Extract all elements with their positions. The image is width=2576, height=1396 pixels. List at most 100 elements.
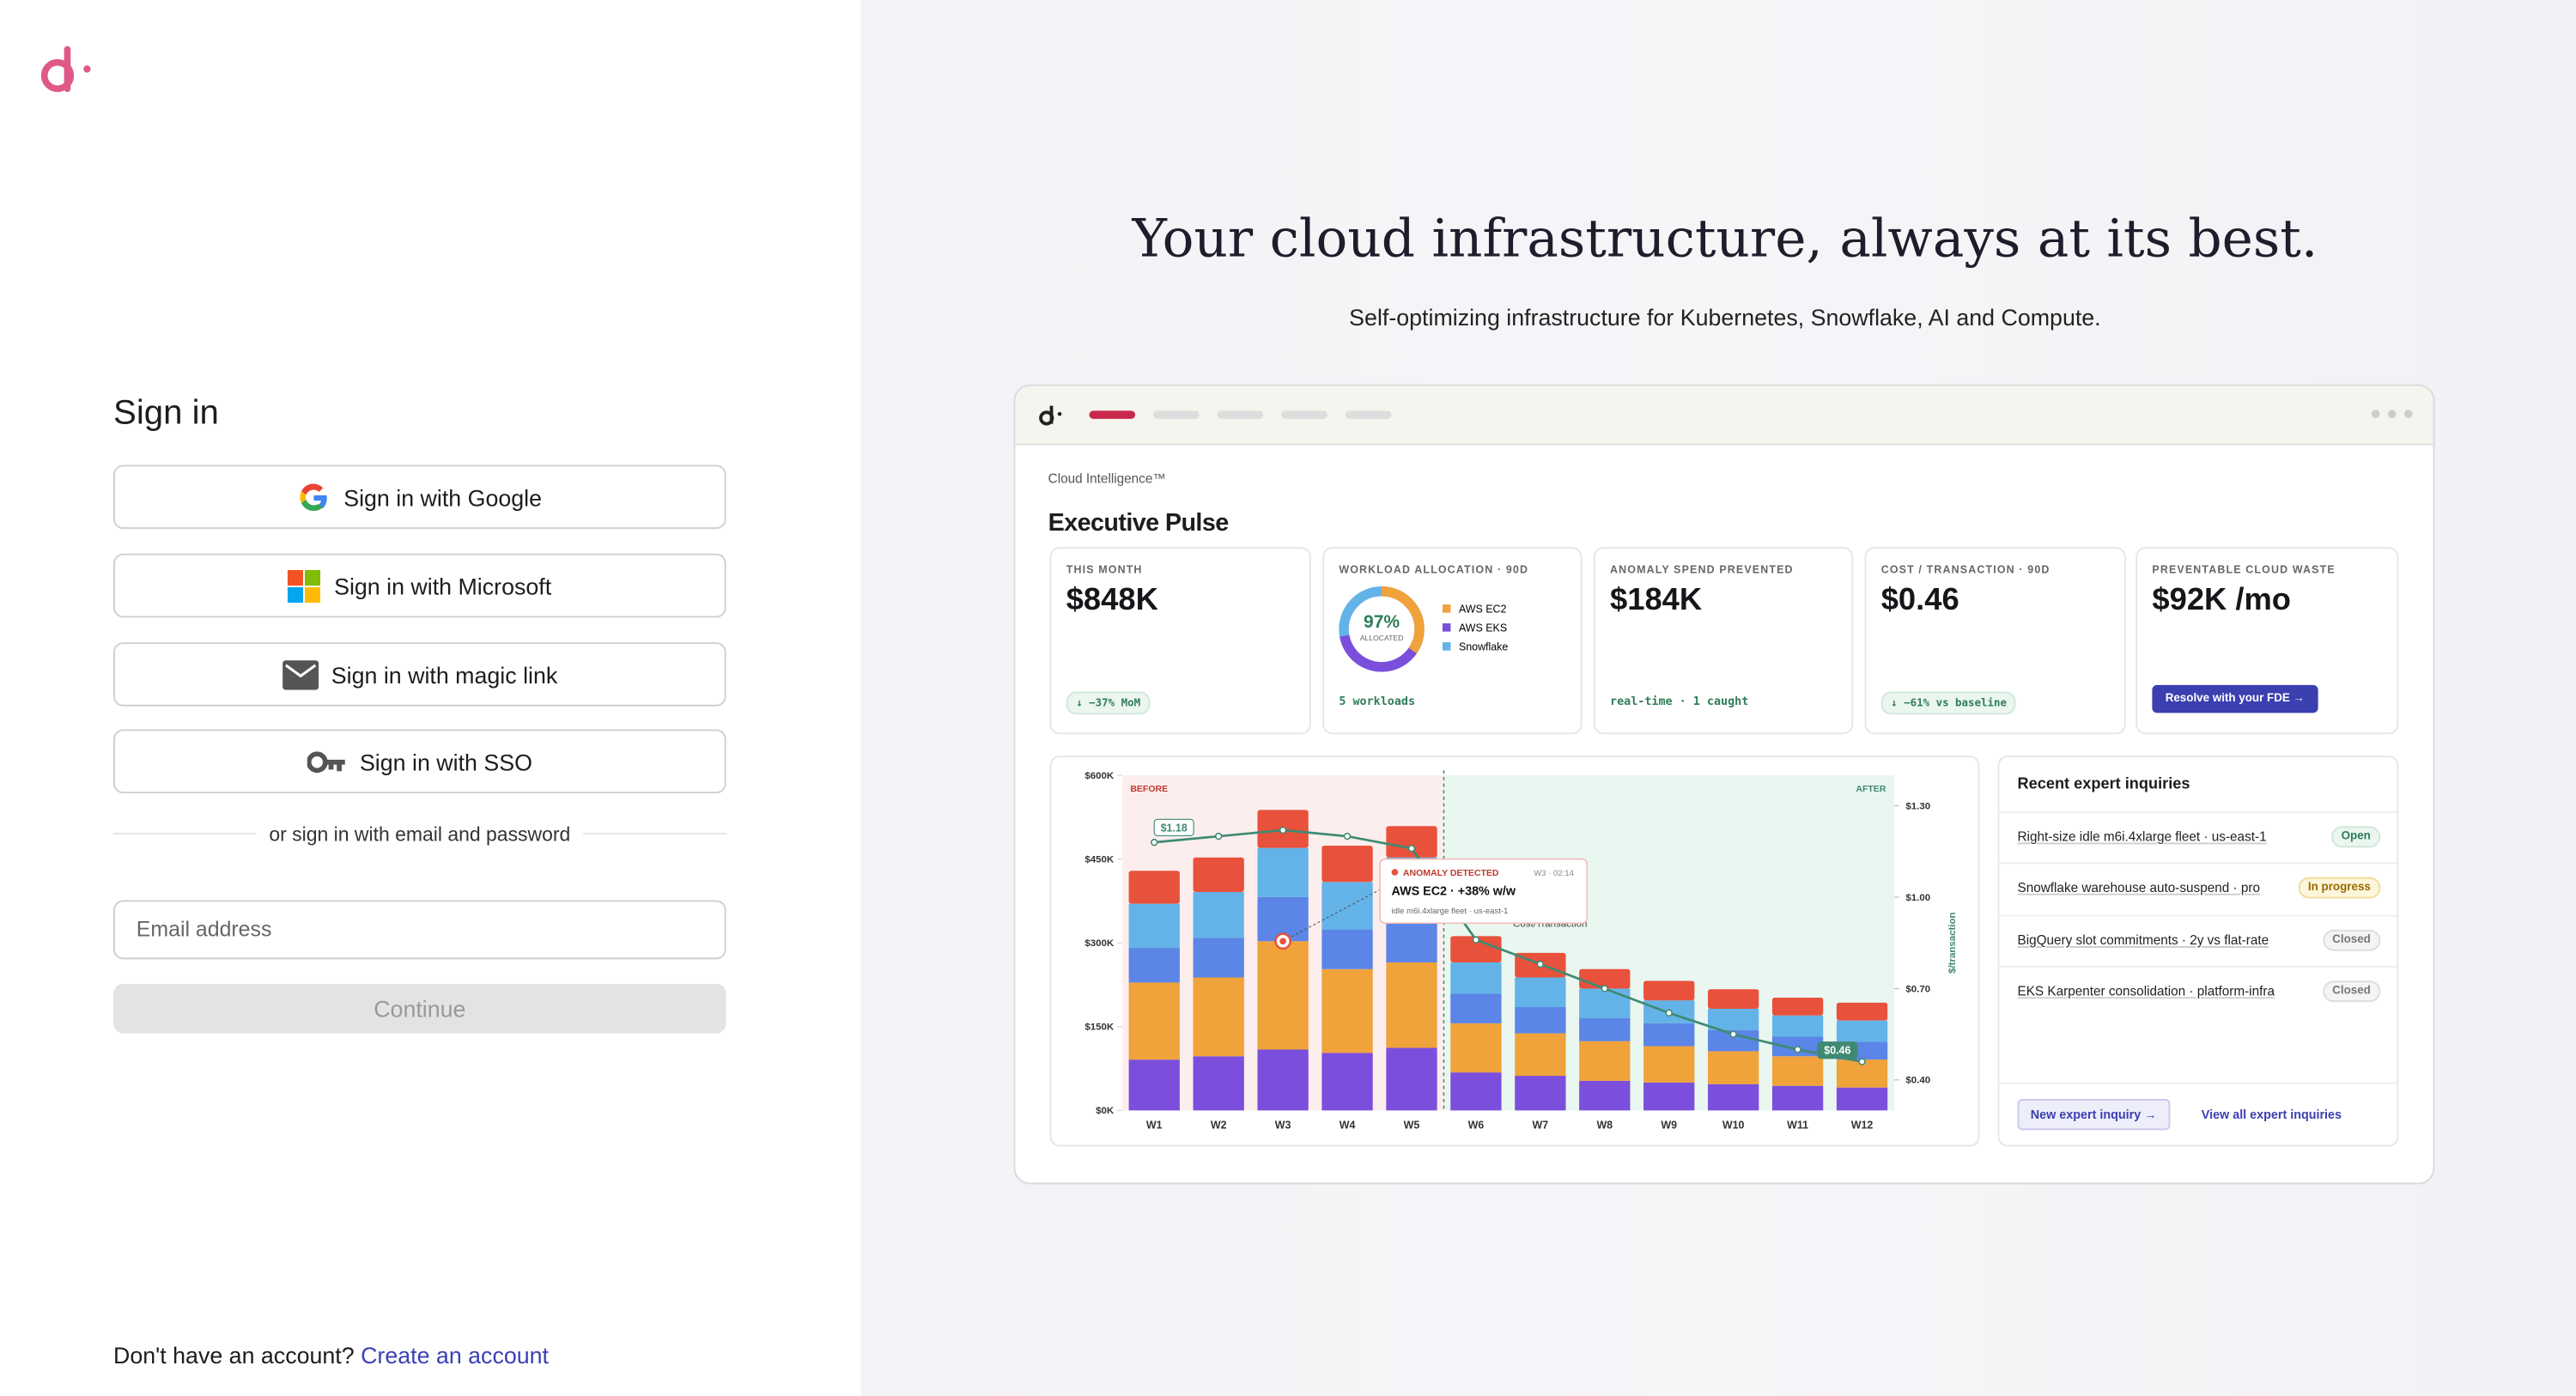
microsoft-button[interactable]: Sign in with Microsoft	[113, 553, 726, 618]
card-value: $92K /mo	[2152, 583, 2292, 618]
bar-segment	[1257, 1049, 1309, 1111]
active-tab	[1089, 410, 1136, 419]
card-label: COST / TRANSACTION · 90D	[1880, 565, 2050, 577]
tab	[1217, 410, 1264, 419]
continue-button[interactable]: Continue	[113, 984, 726, 1034]
button-label: Sign in with Google	[343, 483, 543, 511]
bar-segment	[1321, 846, 1373, 883]
magic-link-button[interactable]: Sign in with magic link	[113, 642, 726, 707]
y-tick-label: $600K	[1084, 771, 1115, 781]
card-value: $0.46	[1880, 583, 1959, 618]
view-all-link[interactable]: View all expert inquiries	[2201, 1107, 2342, 1122]
card-label: THIS MONTH	[1066, 565, 1143, 577]
bar-segment	[1643, 980, 1695, 1001]
bar-segment	[1579, 1041, 1631, 1081]
mail-icon	[282, 659, 319, 689]
bar-segment	[1450, 936, 1502, 962]
y2-tick-label: $1.00	[1905, 893, 1930, 903]
card-label: WORKLOAD ALLOCATION · 90D	[1339, 565, 1529, 577]
region-label: AFTER	[1856, 784, 1886, 794]
line-point	[1601, 985, 1608, 992]
create-account-link[interactable]: Create an account	[361, 1342, 549, 1369]
resolve-button[interactable]: Resolve with your FDE →	[2152, 684, 2318, 713]
footer: Don't have an account? Create an account	[113, 1342, 549, 1369]
bar-segment	[1386, 962, 1437, 1048]
line-point	[1858, 1058, 1866, 1065]
email-input[interactable]: Email address	[113, 900, 726, 960]
legend-label: Snowflake	[1459, 641, 1508, 653]
eyebrow: Cloud Intelligence™	[1048, 471, 1166, 487]
bar-segment	[1386, 920, 1437, 962]
bar-segment	[1771, 1015, 1824, 1037]
bar-segment	[1450, 962, 1502, 994]
mini-logo	[1039, 405, 1062, 426]
bar-segment	[1643, 1082, 1695, 1111]
bar-segment	[1193, 892, 1244, 938]
x-tick-label: W6	[1468, 1119, 1485, 1131]
y2-tick-label: $0.70	[1905, 984, 1930, 994]
y-tick-label: $0K	[1096, 1106, 1115, 1116]
new-inquiry-button[interactable]: New expert inquiry →	[2017, 1098, 2170, 1131]
bar-segment	[1128, 1059, 1180, 1111]
annotation-headline: AWS EC2 · +38% w/w	[1392, 885, 1516, 899]
button-label: Sign in with Microsoft	[334, 572, 552, 599]
bar-segment	[1836, 1002, 1888, 1021]
dashboard-title: Executive Pulse	[1048, 509, 1230, 537]
bar-segment	[1708, 1008, 1759, 1030]
x-tick-label: W4	[1340, 1119, 1356, 1131]
value-label-box	[1817, 1041, 1858, 1059]
kpi-card: PREVENTABLE CLOUD WASTE $92K /mo Resolve…	[2136, 547, 2399, 735]
donut: 97% ALLOCATED	[1339, 586, 1425, 672]
card-label: ANOMALY SPEND PREVENTED	[1610, 565, 1794, 577]
card-note: ↓ −61% vs baseline	[1880, 691, 2017, 715]
x-tick-label: W3	[1275, 1119, 1291, 1131]
bar-segment	[1579, 1018, 1631, 1041]
inquiry-row[interactable]: BigQuery slot commitments · 2y vs flat-r…	[1997, 914, 2397, 968]
anomaly-marker-dot	[1279, 938, 1286, 945]
bar-segment	[1321, 968, 1373, 1053]
status-badge: Open	[2331, 826, 2381, 848]
line-point	[1151, 838, 1158, 847]
sso-button[interactable]: Sign in with SSO	[113, 729, 726, 794]
status-badge: Closed	[2322, 929, 2381, 951]
bar-segment	[1257, 847, 1309, 897]
bar-segment	[1193, 938, 1244, 978]
card-note: real-time · 1 caught	[1610, 695, 1749, 708]
bar-segment	[1450, 993, 1502, 1023]
x-tick-label: W7	[1533, 1119, 1549, 1131]
inquiry-text: EKS Karpenter consolidation · platform-i…	[2017, 984, 2275, 999]
x-tick-label: W5	[1404, 1119, 1420, 1131]
x-tick-label: W10	[1722, 1119, 1745, 1131]
value-label: $1.18	[1161, 822, 1188, 834]
bar-segment	[1643, 1046, 1695, 1083]
tab	[1153, 410, 1200, 419]
bar-segment	[1193, 977, 1244, 1057]
inquiries-card	[1997, 756, 2399, 1147]
line-point	[1407, 845, 1416, 853]
region-label: BEFORE	[1130, 784, 1168, 794]
logo	[40, 46, 91, 93]
browser-toolbar	[1015, 385, 2433, 446]
bar-segment	[1450, 1023, 1502, 1073]
bar-segment	[1128, 982, 1180, 1060]
bar-segment	[1771, 997, 1824, 1016]
bar-segment	[1386, 1047, 1437, 1111]
inquiries-title: Recent expert inquiries	[2017, 775, 2190, 794]
inquiry-row[interactable]: Snowflake warehouse auto-suspend · pro In…	[1997, 862, 2397, 914]
tab	[1345, 410, 1392, 419]
bar-segment	[1708, 1083, 1759, 1111]
card-note: ↓ −37% MoM	[1066, 691, 1151, 715]
card-label: PREVENTABLE CLOUD WASTE	[2152, 565, 2336, 577]
y-tick-label: $300K	[1084, 938, 1115, 949]
tab	[1281, 410, 1327, 419]
y2-tick-label: $1.30	[1905, 801, 1930, 811]
divider-text: or sign in with email and password	[269, 822, 571, 847]
annotation-time: W3 · 02:14	[1534, 869, 1574, 878]
inquiry-row[interactable]: EKS Karpenter consolidation · platform-i…	[1997, 966, 2397, 1018]
google-button[interactable]: Sign in with Google	[113, 464, 726, 530]
line-point	[1794, 1046, 1801, 1053]
inquiry-row[interactable]: Right-size idle m6i.4xlarge fleet · us-e…	[1997, 811, 2397, 864]
donut-caption: ALLOCATED	[1360, 634, 1403, 642]
